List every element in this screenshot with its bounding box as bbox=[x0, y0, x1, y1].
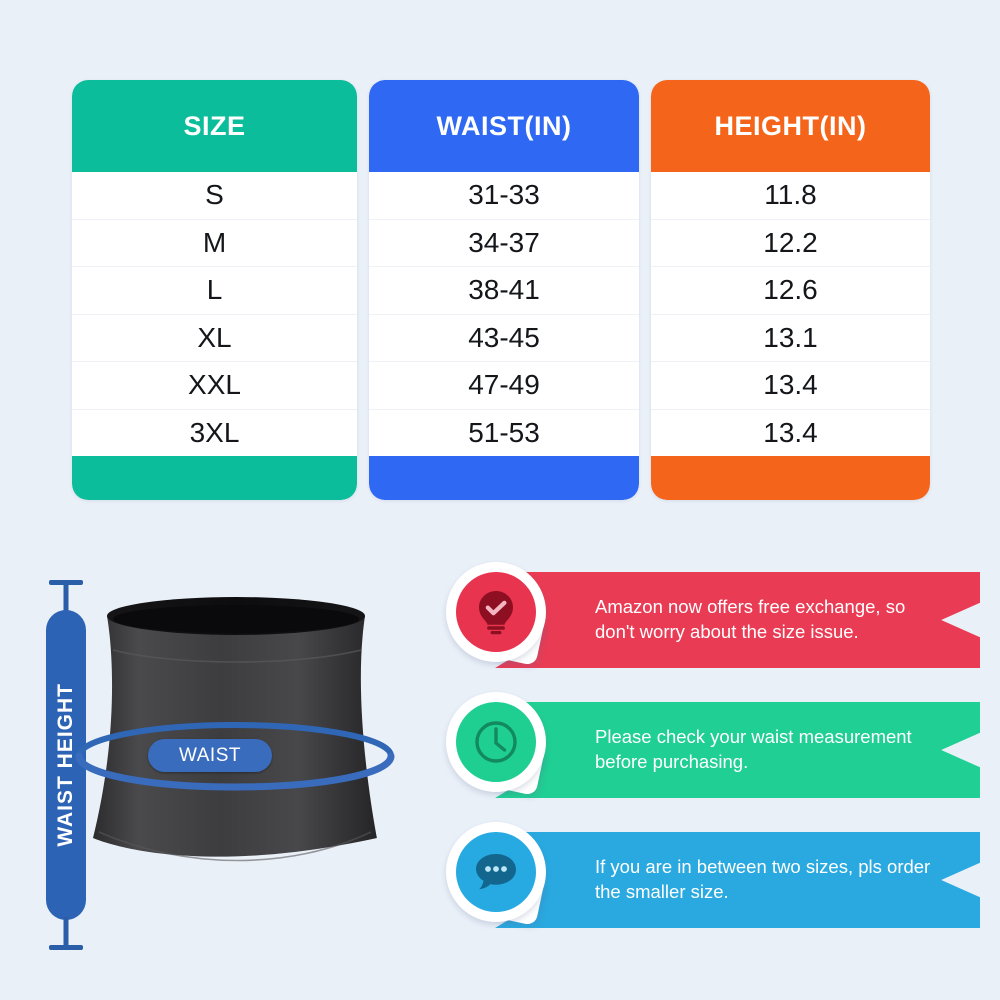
dimension-stem-bottom bbox=[63, 917, 69, 947]
callout-ribbon: If you are in between two sizes, pls ord… bbox=[495, 832, 980, 928]
column-body-height: 11.8 12.2 12.6 13.1 13.4 13.4 bbox=[651, 172, 930, 456]
column-header-size: SIZE bbox=[72, 80, 357, 172]
clock-glyph bbox=[475, 721, 517, 763]
waist-height-dimension: WAIST HEIGHT bbox=[40, 580, 92, 950]
dimension-stem-top bbox=[63, 583, 69, 613]
dimension-cap-bottom bbox=[49, 945, 83, 950]
size-chart-table: SIZE S M L XL XXL 3XL WAIST(IN) 31-33 34… bbox=[72, 80, 930, 500]
waist-height-label: WAIST HEIGHT bbox=[46, 610, 86, 920]
table-cell-height: 13.4 bbox=[651, 362, 930, 410]
callout-badge bbox=[440, 818, 558, 940]
table-cell-size: XXL bbox=[72, 362, 357, 410]
callout-list: Amazon now offers free exchange, so don'… bbox=[440, 558, 980, 968]
table-cell-waist: 38-41 bbox=[369, 267, 639, 315]
table-cell-size: M bbox=[72, 219, 357, 267]
column-footer-waist bbox=[369, 456, 639, 500]
dimension-cap-top bbox=[49, 580, 83, 585]
table-cell-height: 13.1 bbox=[651, 314, 930, 362]
belt-illustration bbox=[75, 597, 395, 862]
table-cell-waist: 43-45 bbox=[369, 314, 639, 362]
table-cell-waist: 51-53 bbox=[369, 409, 639, 456]
table-column-size: SIZE S M L XL XXL 3XL bbox=[72, 80, 357, 500]
callout-text: If you are in between two sizes, pls ord… bbox=[595, 856, 931, 902]
chat-bubble-icon bbox=[456, 832, 536, 912]
column-body-size: S M L XL XXL 3XL bbox=[72, 172, 357, 456]
callout-item: If you are in between two sizes, pls ord… bbox=[440, 818, 980, 940]
product-diagram: WAIST HEIGHT bbox=[10, 560, 430, 970]
table-cell-size: 3XL bbox=[72, 409, 357, 456]
table-cell-size: XL bbox=[72, 314, 357, 362]
table-column-height: HEIGHT(IN) 11.8 12.2 12.6 13.1 13.4 13.4 bbox=[651, 80, 930, 500]
callout-item: Amazon now offers free exchange, so don'… bbox=[440, 558, 980, 680]
table-cell-waist: 31-33 bbox=[369, 172, 639, 220]
table-cell-waist: 34-37 bbox=[369, 219, 639, 267]
column-footer-height bbox=[651, 456, 930, 500]
callout-text: Please check your waist measurement befo… bbox=[595, 726, 912, 772]
callout-badge bbox=[440, 688, 558, 810]
table-column-waist: WAIST(IN) 31-33 34-37 38-41 43-45 47-49 … bbox=[369, 80, 639, 500]
column-header-height: HEIGHT(IN) bbox=[651, 80, 930, 172]
callout-badge bbox=[440, 558, 558, 680]
table-cell-waist: 47-49 bbox=[369, 362, 639, 410]
table-cell-height: 12.6 bbox=[651, 267, 930, 315]
table-cell-height: 12.2 bbox=[651, 219, 930, 267]
waist-trainer-belt: WAIST bbox=[65, 588, 405, 918]
chat-bubble-glyph bbox=[476, 854, 516, 890]
lightbulb-check-glyph bbox=[479, 591, 513, 635]
table-cell-height: 11.8 bbox=[651, 172, 930, 220]
lightbulb-check-icon bbox=[456, 572, 536, 652]
callout-ribbon: Please check your waist measurement befo… bbox=[495, 702, 980, 798]
column-footer-size bbox=[72, 456, 357, 500]
column-header-waist: WAIST(IN) bbox=[369, 80, 639, 172]
clock-icon bbox=[456, 702, 536, 782]
table-cell-height: 13.4 bbox=[651, 409, 930, 456]
waist-label-text: WAIST bbox=[179, 744, 241, 766]
table-cell-size: S bbox=[72, 172, 357, 220]
callout-text: Amazon now offers free exchange, so don'… bbox=[595, 596, 906, 642]
callout-ribbon: Amazon now offers free exchange, so don'… bbox=[495, 572, 980, 668]
callout-item: Please check your waist measurement befo… bbox=[440, 688, 980, 810]
waist-label: WAIST bbox=[148, 739, 272, 772]
table-cell-size: L bbox=[72, 267, 357, 315]
column-body-waist: 31-33 34-37 38-41 43-45 47-49 51-53 bbox=[369, 172, 639, 456]
